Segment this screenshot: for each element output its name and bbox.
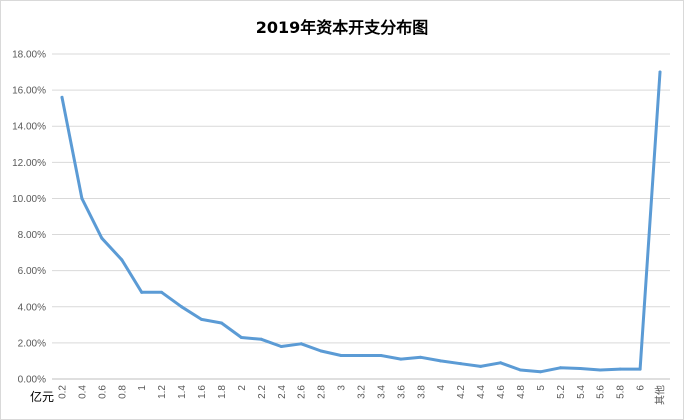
x-tick-label: 3.4 [376,385,387,399]
y-tick-label: 14.00% [12,122,46,133]
data-point [219,321,223,325]
series-layer [60,70,662,374]
y-tick-label: 18.00% [12,50,46,61]
x-tick-label: 1.4 [177,385,188,399]
x-tick-label: 5 [536,385,547,391]
x-tick-label: 3.2 [357,385,368,399]
data-point [379,354,383,358]
data-point [200,317,204,321]
y-tick-label: 6.00% [18,266,46,277]
data-point [578,367,582,371]
data-point [100,236,104,240]
data-point [558,366,562,370]
x-tick-label: 0.8 [117,385,128,399]
data-point [299,342,303,346]
chart-title: 2019年资本开支分布图 [255,18,429,37]
data-point [439,359,443,363]
data-point [459,362,463,366]
x-tick-label: 0.4 [77,385,88,399]
data-point [239,335,243,339]
x-tick-label: 2.4 [277,385,288,399]
data-point [419,355,423,359]
x-tick-label: 1.8 [217,385,228,399]
data-point [339,354,343,358]
data-point [359,354,363,358]
data-point [160,290,164,294]
data-point [618,367,622,371]
x-axis-unit-label: 亿元 [30,390,55,404]
data-point [319,349,323,353]
data-point [60,95,64,99]
data-point [259,337,263,341]
x-tick-label: 2.6 [297,385,308,399]
x-tick-label: 5.6 [596,385,607,399]
y-tick-label: 8.00% [18,230,46,241]
data-point [638,367,642,371]
x-tick-label: 3.8 [416,385,427,399]
x-tick-label: 3 [337,385,348,391]
x-tick-label: 2 [237,385,248,391]
data-point [140,290,144,294]
x-axis-ticks: 0.2 0.4 0.6 0.8 1 1.2 1.4 1.6 1.8 2 2.2 2.4 2.6 2.8 3 3… [57,385,666,405]
data-point [479,364,483,368]
x-tick-label: 3.6 [396,385,407,399]
y-tick-label: 16.00% [12,86,46,97]
data-point [80,196,84,200]
data-point [658,70,662,74]
y-tick-label: 4.00% [18,302,46,313]
x-tick-label: 5.8 [616,385,627,399]
y-tick-label: 2.00% [18,338,46,349]
x-tick-label: 2.8 [317,385,328,399]
x-tick-label: 0.6 [97,385,108,399]
data-point [279,345,283,348]
x-tick-label: 4 [436,385,447,391]
y-tick-label: 12.00% [12,158,46,169]
x-tick-label: 1.2 [157,385,168,399]
x-tick-label: 其他 [654,385,667,405]
x-tick-label: 2.2 [257,385,268,399]
x-tick-label: 4.6 [496,385,507,399]
y-tick-label: 0.00% [18,375,46,386]
x-tick-label: 5.4 [576,385,587,399]
data-point [180,305,184,309]
x-tick-label: 0.2 [57,385,68,399]
x-tick-label: 4.4 [476,385,487,399]
data-point [538,370,542,374]
series-line [60,70,662,374]
x-tick-label: 4.2 [456,385,467,399]
data-point [518,368,522,372]
y-axis-ticks: 0.00% 2.00% 4.00% 6.00% 8.00% 10.00% 12.00% 14.… [12,50,46,386]
y-tick-label: 10.00% [12,194,46,205]
x-tick-label: 6 [636,385,647,391]
x-tick-label: 4.8 [516,385,527,399]
data-point [120,258,124,262]
x-tick-label: 5.2 [556,385,567,399]
gridlines [52,53,670,380]
data-point [499,361,503,365]
x-tick-label: 1.6 [197,385,208,399]
data-point [598,368,602,372]
data-point [399,357,403,361]
x-tick-label: 1 [137,385,148,391]
